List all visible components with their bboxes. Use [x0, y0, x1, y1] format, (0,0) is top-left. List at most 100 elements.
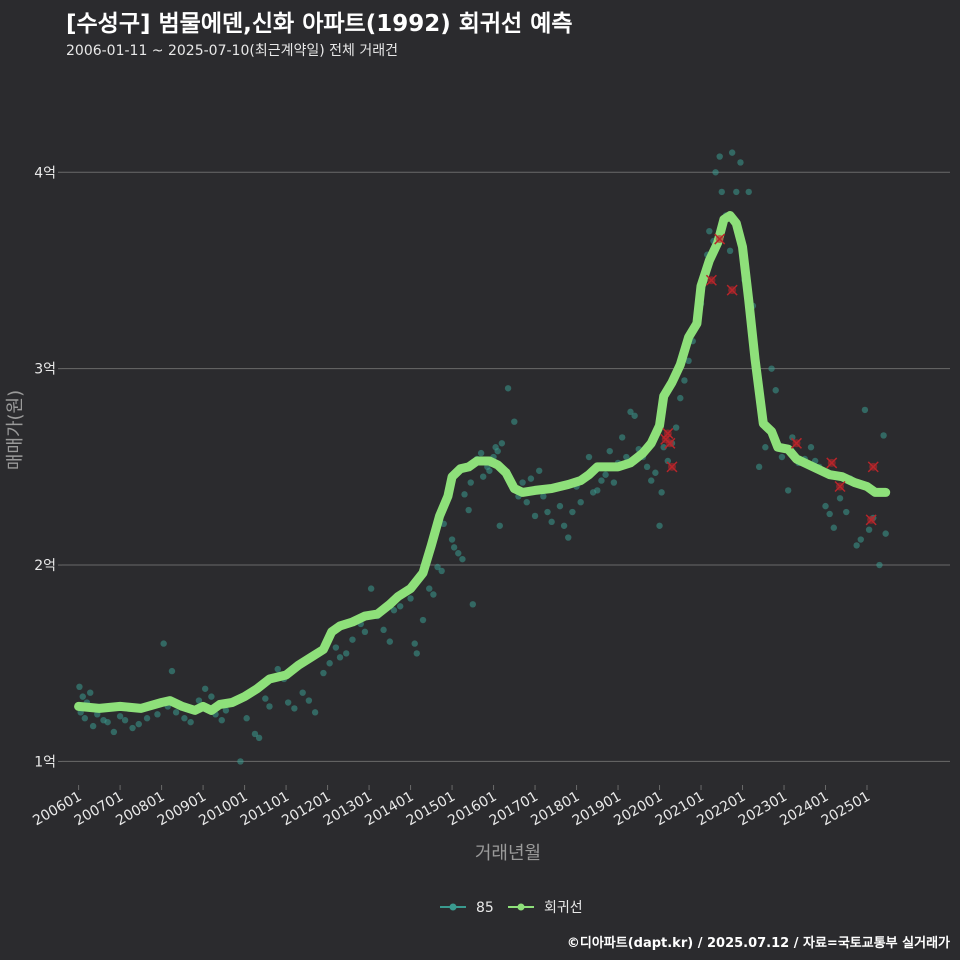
scatter-point [434, 563, 441, 571]
scatter-point [129, 724, 136, 732]
legend: 85 회귀선 [440, 900, 583, 916]
scatter-point [658, 489, 665, 496]
scatter-point [755, 463, 763, 471]
y-tick-label: 3억 [34, 362, 56, 378]
scatter-point [652, 469, 659, 476]
scatter-point [496, 522, 503, 529]
scatter-point [660, 444, 667, 451]
scatter-point [396, 603, 404, 610]
chart-subtitle: 2006-01-11 ~ 2025-07-10(최근계약일) 전체 거래건 [66, 43, 398, 59]
scatter-point [789, 434, 796, 441]
scatter-point [556, 502, 564, 510]
scatter-point [712, 169, 719, 176]
scatter-point [772, 387, 779, 394]
scatter-point [450, 544, 458, 551]
scatter-point [311, 709, 319, 716]
scatter-point [768, 365, 775, 372]
scatter-point [386, 638, 394, 645]
scatter-point [523, 499, 530, 506]
scatter-point [677, 394, 684, 402]
scatter-point [531, 512, 539, 520]
scatter-point [135, 720, 142, 728]
scatter-point [733, 188, 740, 196]
scatter-point [544, 508, 551, 516]
scatter-point [853, 542, 860, 549]
scatter-point [284, 699, 292, 706]
outlier-marker [790, 437, 802, 449]
scatter-point [706, 227, 713, 235]
scatter-point [262, 695, 269, 702]
scatter-point [172, 709, 180, 716]
scatter-point [208, 693, 215, 700]
scatter-point [168, 667, 176, 675]
scatter-point [737, 159, 744, 166]
scatter-point [728, 149, 736, 156]
scatter-point [448, 536, 456, 543]
scatter-point [407, 595, 414, 602]
outlier-marker [666, 461, 678, 473]
scatter-point [585, 453, 593, 461]
grid-layer [62, 171, 950, 762]
scatter-point [685, 357, 692, 364]
y-tick-label: 4억 [34, 165, 56, 181]
scatter-point [861, 406, 869, 414]
scatter-point [326, 660, 333, 667]
regression-layer [74, 211, 891, 715]
scatter-point [291, 705, 298, 712]
scatter-point [411, 640, 418, 647]
scatter-point [726, 247, 734, 255]
scatter-point [822, 502, 829, 510]
scatter-point [602, 471, 609, 478]
scatter-point [361, 628, 369, 636]
scatter-point [807, 444, 815, 451]
scatter-point [419, 616, 427, 624]
outlier-marker [834, 480, 846, 493]
outlier-marker [726, 284, 738, 296]
scatter-point [222, 707, 230, 714]
source-credit: ©디아파트(dapt.kr) / 2025.07.12 / 자료=국토교통부 실… [566, 936, 950, 951]
scatter-point [380, 626, 387, 634]
scatter-point [426, 585, 433, 592]
scatter-point [618, 434, 626, 441]
scatter-point [299, 689, 306, 696]
scatter-point [266, 703, 273, 710]
scatter-point [577, 499, 584, 506]
scatter-point [195, 697, 203, 704]
scatter-point [251, 730, 259, 738]
outlier-marker [662, 427, 674, 439]
outlier-layer [660, 233, 879, 526]
outlier-marker [826, 457, 838, 469]
legend-85-label: 85 [476, 900, 494, 916]
scatter-point [255, 734, 263, 742]
scatter-point [631, 412, 638, 419]
scatter-point [455, 550, 462, 557]
scatter-point [438, 567, 445, 575]
scatter-point [836, 495, 844, 502]
outlier-marker [705, 274, 717, 286]
scatter-point [430, 591, 437, 598]
scatter-point [110, 728, 118, 736]
scatter-point [79, 693, 86, 700]
scatter-point [778, 453, 786, 461]
scatter-point [320, 669, 327, 677]
scatter-point [469, 601, 477, 608]
scatter-point [201, 685, 209, 692]
scatter-point [187, 718, 194, 726]
scatter-point [527, 475, 535, 482]
regression-line [74, 211, 891, 715]
scatter-point [349, 636, 356, 643]
scatter-point [540, 493, 547, 500]
scatter-point [336, 654, 344, 661]
scatter-point [343, 650, 350, 657]
scatter-point [672, 424, 680, 431]
scatter-point [498, 440, 506, 447]
scatter-point [154, 711, 161, 718]
scatter-point [548, 518, 555, 526]
scatter-point [623, 453, 630, 461]
scatter-point [305, 697, 313, 704]
scatter-point [367, 585, 375, 592]
scatter-point [81, 715, 89, 722]
scatter-point [681, 377, 688, 384]
scatter-point [535, 467, 543, 474]
scatter-point [89, 722, 97, 730]
